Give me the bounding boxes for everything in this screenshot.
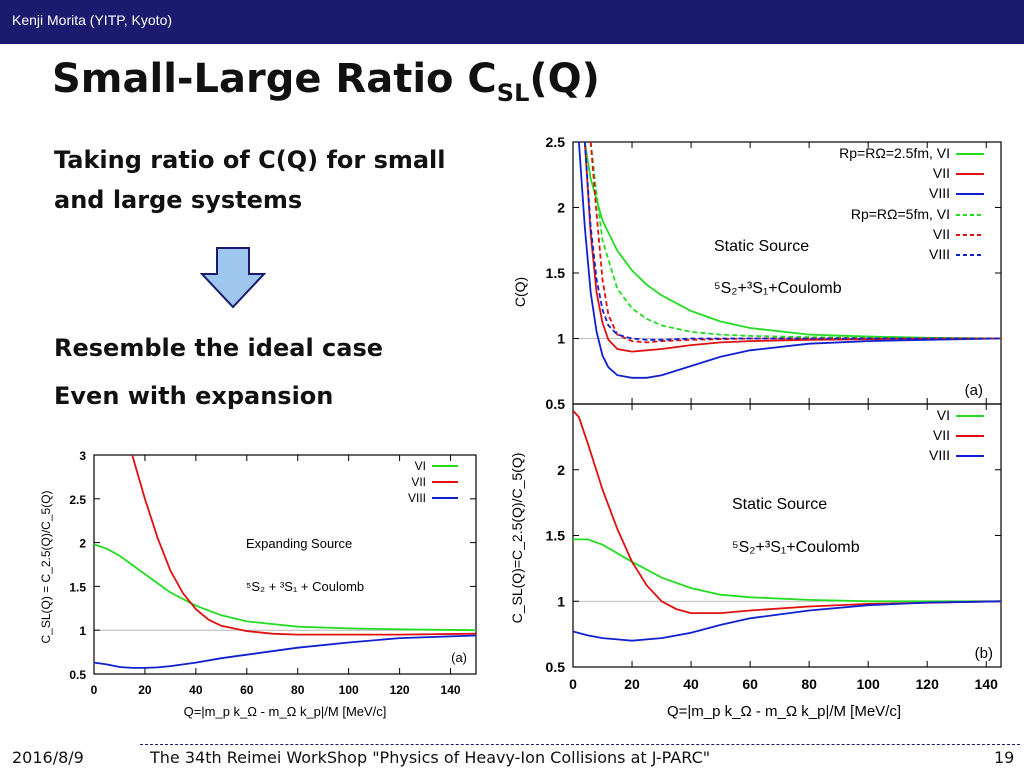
plot-frame bbox=[572, 141, 1002, 405]
ytick-label: 2.5 bbox=[69, 493, 86, 507]
legend-a-item-4: Rp=RΩ=5fm, VI bbox=[851, 206, 950, 222]
legend-a-item-2: VII bbox=[933, 165, 950, 181]
xtick-label: 0 bbox=[91, 683, 98, 697]
ytick-label: 2 bbox=[557, 200, 565, 216]
legend-b-item-1: VI bbox=[937, 407, 950, 423]
ylabel-panel-a: C(Q) bbox=[512, 277, 528, 307]
series-line-red-dashed bbox=[589, 142, 1001, 344]
annotation-static-source-a: Static Source bbox=[714, 238, 809, 255]
bullet-line-4: Even with expansion bbox=[54, 382, 334, 410]
ytick-label: 0.5 bbox=[546, 396, 566, 412]
ytick-label: 3 bbox=[79, 449, 86, 463]
ylabel-panel-b: C_SL(Q)=C_2.5(Q)/C_5(Q) bbox=[509, 453, 525, 624]
ytick-label: 1 bbox=[79, 624, 86, 638]
chart-panel-b: 0.511.520 20 40 60 80 100 120 140 bbox=[546, 403, 1002, 692]
series-line-blue bbox=[578, 142, 1001, 379]
bullet-line-3: Resemble the ideal case bbox=[54, 334, 384, 362]
xtick-label: 140 bbox=[975, 676, 999, 692]
xtick-label: 0 bbox=[569, 676, 577, 692]
author-label: Kenji Morita (YITP, Kyoto) bbox=[12, 12, 173, 28]
ytick-label: 2 bbox=[79, 537, 86, 551]
bullet-line-1: Taking ratio of C(Q) for small bbox=[54, 146, 446, 174]
legend-c-item-1: VI bbox=[415, 459, 426, 473]
header-bar: Kenji Morita (YITP, Kyoto) bbox=[0, 0, 1024, 44]
legend-a-item-1: Rp=RΩ=2.5fm, VI bbox=[839, 145, 950, 161]
ytick-label: 1 bbox=[557, 331, 565, 347]
xtick-label: 120 bbox=[390, 683, 410, 697]
xtick-label: 20 bbox=[138, 683, 152, 697]
xtick-label: 80 bbox=[291, 683, 305, 697]
plot-frame bbox=[572, 403, 1002, 668]
footer-date: 2016/8/9 bbox=[12, 748, 84, 767]
title-subscript: SL bbox=[496, 79, 530, 107]
series-line-blue bbox=[573, 600, 1001, 642]
legend-b-item-2: VII bbox=[933, 427, 950, 443]
legend-a-item-6: VIII bbox=[929, 246, 950, 262]
xtick-label: 100 bbox=[856, 676, 880, 692]
panel-a-label: (a) bbox=[965, 382, 983, 399]
series-line-green-dashed bbox=[589, 142, 1001, 340]
series-line-green bbox=[94, 543, 476, 632]
title-tail: (Q) bbox=[529, 56, 600, 102]
annotation-expanding-source: Expanding Source bbox=[246, 536, 352, 551]
xtick-label: 120 bbox=[916, 676, 940, 692]
annotation-coulomb-a: ⁵S₂+³S₁+Coulomb bbox=[714, 280, 842, 297]
xlabel-expanding: Q=|m_p k_Ω - m_Ω k_p|/M [MeV/c] bbox=[184, 704, 387, 719]
title-main: Small-Large Ratio C bbox=[52, 56, 497, 102]
series-line-green bbox=[573, 538, 1001, 603]
xtick-label: 60 bbox=[742, 676, 758, 692]
ytick-label: 2 bbox=[557, 462, 565, 478]
xtick-label: 40 bbox=[683, 676, 699, 692]
footer-event: The 34th Reimei WorkShop "Physics of Hea… bbox=[150, 748, 711, 767]
ytick-label: 1.5 bbox=[546, 265, 566, 281]
chart-expanding: 0.5 1 1.5 2 2.5 3 0 20 40 60 80 100 120 140 bbox=[69, 449, 477, 697]
ytick-label: 1 bbox=[557, 593, 565, 609]
series-line-blue bbox=[94, 634, 476, 669]
series-line-green bbox=[583, 142, 1001, 340]
legend-panel-a: Rp=RΩ=2.5fm, VI VII VIII Rp=RΩ=5fm, VI V… bbox=[839, 145, 984, 262]
series-line-blue-dashed bbox=[583, 142, 1001, 341]
xlabel-panel-b: Q=|m_p k_Ω - m_Ω k_p|/M [MeV/c] bbox=[667, 703, 901, 720]
ytick-label: 0.5 bbox=[546, 659, 566, 675]
xtick-label: 100 bbox=[339, 683, 359, 697]
plot-frame bbox=[93, 454, 477, 675]
annotation-coulomb-c: ⁵S₂ + ³S₁ + Coulomb bbox=[246, 579, 364, 594]
bullet-line-2: and large systems bbox=[54, 186, 303, 214]
ylabel-expanding: C_SL(Q) = C_2.5(Q)/C_5(Q) bbox=[39, 490, 53, 643]
xtick-label: 60 bbox=[240, 683, 254, 697]
legend-expanding: VI VII VIII bbox=[408, 459, 458, 505]
slide-title: Small-Large Ratio CSL(Q) bbox=[52, 56, 600, 107]
ytick-label: 0.5 bbox=[69, 668, 86, 682]
panel-b-label: (b) bbox=[975, 645, 993, 662]
panel-expanding-label: (a) bbox=[451, 650, 467, 665]
annotation-static-source-b: Static Source bbox=[732, 496, 827, 513]
legend-b-item-3: VIII bbox=[929, 447, 950, 463]
series-line-red bbox=[573, 409, 1001, 614]
series-line-red bbox=[131, 455, 476, 636]
annotation-coulomb-b: ⁵S₂+³S₁+Coulomb bbox=[732, 539, 860, 556]
ytick-label: 1.5 bbox=[546, 528, 566, 544]
xtick-label: 40 bbox=[189, 683, 203, 697]
footer-page-number: 19 bbox=[994, 748, 1015, 767]
legend-a-item-3: VIII bbox=[929, 185, 950, 201]
ytick-label: 1.5 bbox=[69, 580, 86, 594]
xtick-label: 140 bbox=[441, 683, 461, 697]
xtick-label: 80 bbox=[801, 676, 817, 692]
legend-a-item-5: VII bbox=[933, 226, 950, 242]
ytick-label: 2.5 bbox=[546, 134, 566, 150]
legend-panel-b: VI VII VIII bbox=[929, 407, 984, 463]
xtick-label: 20 bbox=[624, 676, 640, 692]
footer-divider bbox=[140, 744, 1020, 745]
legend-c-item-2: VII bbox=[411, 475, 426, 489]
legend-c-item-3: VIII bbox=[408, 491, 426, 505]
down-arrow-icon bbox=[200, 247, 266, 309]
